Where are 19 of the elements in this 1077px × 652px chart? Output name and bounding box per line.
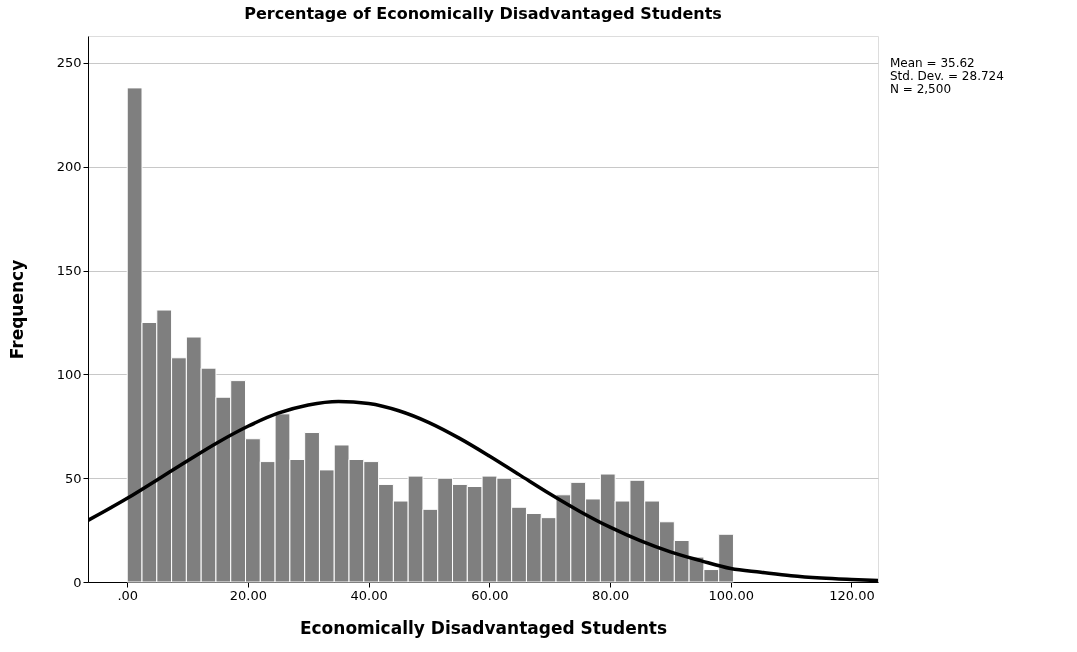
text: Mean = 35.62 [890,56,975,70]
y-tick-label: 250 [56,55,82,71]
x-tick-label: 120.00 [829,587,875,603]
y-tick-label: 150 [56,263,82,279]
y-tick-label: 100 [56,366,82,382]
chart-title: Percentage of Economically Disadvantaged Students [244,4,722,23]
y-axis-title: Frequency [6,259,27,360]
y-tick-label: 50 [64,470,82,486]
x-tick-label: 20.00 [229,587,268,603]
x-tick-label: .00 [117,587,139,603]
x-tick-label: 100.00 [708,587,754,603]
x-tick-label: 80.00 [591,587,630,603]
x-tick-label: 60.00 [471,587,509,603]
y-tick-label: 200 [56,159,82,175]
text: N = 2,500 [890,82,952,96]
text: Std. Dev. = 28.724 [890,69,1004,83]
x-axis-title: Economically Disadvantaged Students [299,617,668,638]
y-tick-label: 0 [73,574,82,590]
x-tick-label: 40.00 [350,587,388,603]
